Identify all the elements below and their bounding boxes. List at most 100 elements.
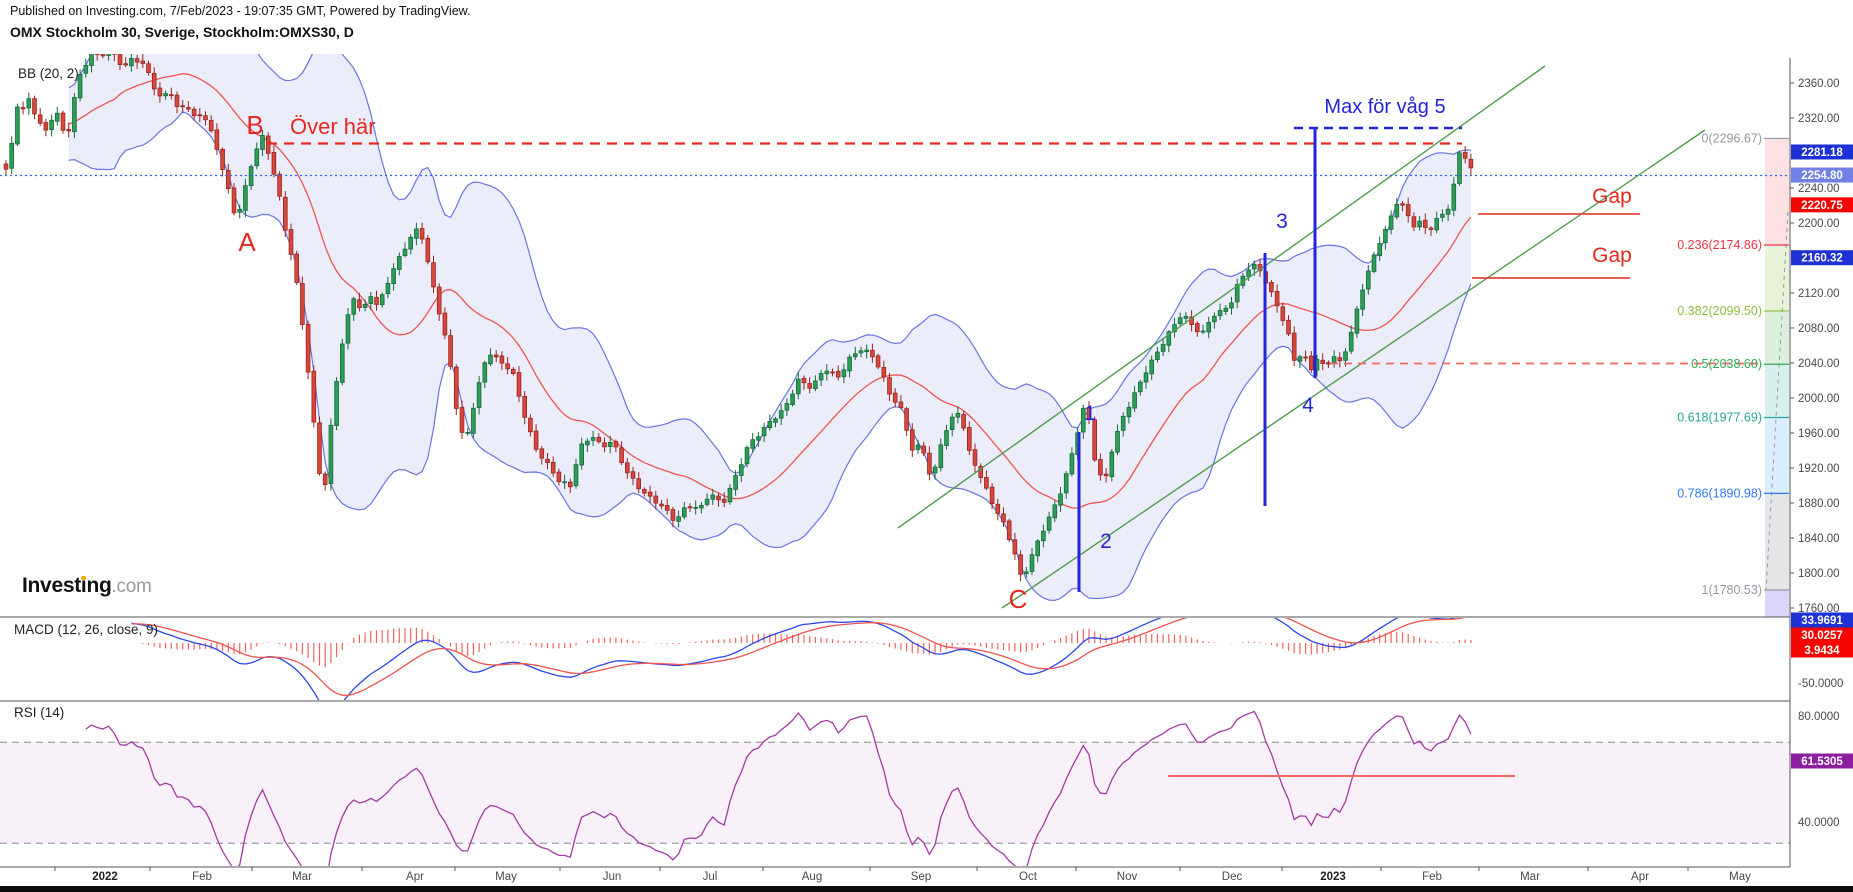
- candle-body[interactable]: [1195, 323, 1200, 333]
- candle-body[interactable]: [756, 436, 761, 441]
- candle-body[interactable]: [488, 354, 493, 365]
- candle-body[interactable]: [197, 114, 203, 117]
- candle-body[interactable]: [260, 135, 265, 150]
- candle-body[interactable]: [590, 437, 596, 441]
- candle-body[interactable]: [676, 516, 681, 522]
- candle-body[interactable]: [123, 63, 129, 66]
- candle-body[interactable]: [568, 481, 573, 488]
- candle-body[interactable]: [773, 418, 778, 423]
- candle-body[interactable]: [978, 465, 983, 478]
- candle-body[interactable]: [1337, 357, 1343, 362]
- candle-body[interactable]: [1098, 459, 1103, 476]
- candle-body[interactable]: [533, 430, 539, 450]
- fib-level-label[interactable]: 0.786(1890.98): [1677, 486, 1762, 500]
- candle-body[interactable]: [191, 108, 197, 117]
- candle-body[interactable]: [1388, 215, 1394, 230]
- candle-body[interactable]: [801, 377, 807, 384]
- candle-body[interactable]: [248, 166, 254, 187]
- candle-body[interactable]: [1252, 263, 1257, 270]
- candle-body[interactable]: [1457, 152, 1462, 184]
- candle-body[interactable]: [778, 410, 784, 419]
- candle-body[interactable]: [482, 362, 488, 383]
- candle-body[interactable]: [687, 506, 693, 509]
- candle-body[interactable]: [112, 49, 117, 55]
- candle-body[interactable]: [1092, 419, 1098, 461]
- candle-body[interactable]: [813, 380, 818, 390]
- annotation-2[interactable]: 2: [1100, 530, 1112, 553]
- candle-body[interactable]: [431, 262, 436, 288]
- candle-body[interactable]: [670, 509, 676, 521]
- candle-body[interactable]: [1086, 407, 1092, 420]
- candle-body[interactable]: [1411, 216, 1417, 228]
- candle-body[interactable]: [26, 98, 32, 109]
- candle-body[interactable]: [619, 447, 624, 463]
- candle-body[interactable]: [471, 407, 476, 434]
- candle-body[interactable]: [927, 452, 932, 475]
- annotation-1[interactable]: 1: [1084, 402, 1096, 425]
- candle-body[interactable]: [436, 286, 442, 315]
- candle-body[interactable]: [117, 54, 123, 65]
- candle-body[interactable]: [186, 107, 191, 110]
- time-axis[interactable]: 2022 Feb Mar Apr May Jun Jul Aug Sep Oct Nov Dec 202…: [54, 867, 1751, 883]
- bb-legend[interactable]: BB (20, 2): [18, 66, 79, 81]
- candle-body[interactable]: [835, 370, 841, 378]
- price-axis[interactable]: 2360.00 2320.00 2240.00 2200.00 2120.00 2080.…: [1677, 78, 1853, 829]
- candle-body[interactable]: [1189, 316, 1194, 325]
- candle-body[interactable]: [818, 373, 824, 381]
- fib-level-label[interactable]: 1(1780.53): [1702, 583, 1762, 597]
- candle-body[interactable]: [585, 440, 590, 446]
- candle-body[interactable]: [168, 94, 174, 97]
- candle-body[interactable]: [385, 282, 391, 295]
- candle-body[interactable]: [311, 370, 317, 423]
- fib-level-label[interactable]: 0.382(2099.50): [1677, 304, 1762, 318]
- candle-body[interactable]: [1445, 208, 1451, 215]
- fib-level-label[interactable]: 0.236(2174.86): [1677, 238, 1762, 252]
- candle-body[interactable]: [459, 407, 465, 433]
- candle-body[interactable]: [1405, 204, 1411, 217]
- candle-body[interactable]: [396, 256, 402, 270]
- candle-body[interactable]: [442, 312, 448, 336]
- candle-body[interactable]: [94, 53, 100, 55]
- annotation-b[interactable]: B: [246, 110, 263, 140]
- candle-body[interactable]: [180, 105, 186, 108]
- candle-body[interactable]: [1417, 220, 1422, 228]
- candle-body[interactable]: [43, 122, 49, 131]
- candle-body[interactable]: [220, 148, 225, 170]
- candle-body[interactable]: [1172, 324, 1177, 333]
- candle-body[interactable]: [351, 298, 356, 315]
- candle-body[interactable]: [875, 355, 881, 368]
- candle-body[interactable]: [739, 464, 744, 476]
- candle-body[interactable]: [89, 52, 94, 66]
- candle-body[interactable]: [1440, 213, 1445, 218]
- candle-body[interactable]: [932, 466, 938, 474]
- candle-body[interactable]: [3, 163, 9, 170]
- candle-body[interactable]: [630, 471, 636, 479]
- candle-body[interactable]: [140, 60, 146, 64]
- candle-body[interactable]: [699, 505, 704, 509]
- candle-body[interactable]: [453, 366, 459, 409]
- candle-body[interactable]: [1280, 306, 1286, 321]
- candle-body[interactable]: [938, 444, 944, 469]
- candle-body[interactable]: [1024, 571, 1029, 574]
- candle-body[interactable]: [277, 173, 282, 197]
- candle-body[interactable]: [1160, 343, 1166, 352]
- candle-body[interactable]: [9, 142, 15, 169]
- fib-level-label[interactable]: 0.5(2038.60): [1691, 357, 1762, 371]
- candle-body[interactable]: [1303, 356, 1308, 359]
- candle-body[interactable]: [1029, 554, 1035, 572]
- candle-body[interactable]: [545, 458, 550, 463]
- candle-body[interactable]: [972, 449, 978, 466]
- candle-body[interactable]: [573, 464, 579, 487]
- candle-body[interactable]: [761, 427, 767, 437]
- candle-body[interactable]: [1434, 217, 1440, 231]
- candle-body[interactable]: [55, 112, 60, 122]
- candle-body[interactable]: [345, 314, 351, 344]
- candle-body[interactable]: [1132, 392, 1137, 409]
- candle-body[interactable]: [1223, 307, 1229, 312]
- candle-body[interactable]: [1138, 381, 1143, 393]
- candle-body[interactable]: [1286, 319, 1291, 335]
- candle-body[interactable]: [847, 356, 852, 372]
- candle-body[interactable]: [505, 363, 510, 370]
- candle-body[interactable]: [853, 353, 858, 358]
- candle-body[interactable]: [1001, 513, 1006, 523]
